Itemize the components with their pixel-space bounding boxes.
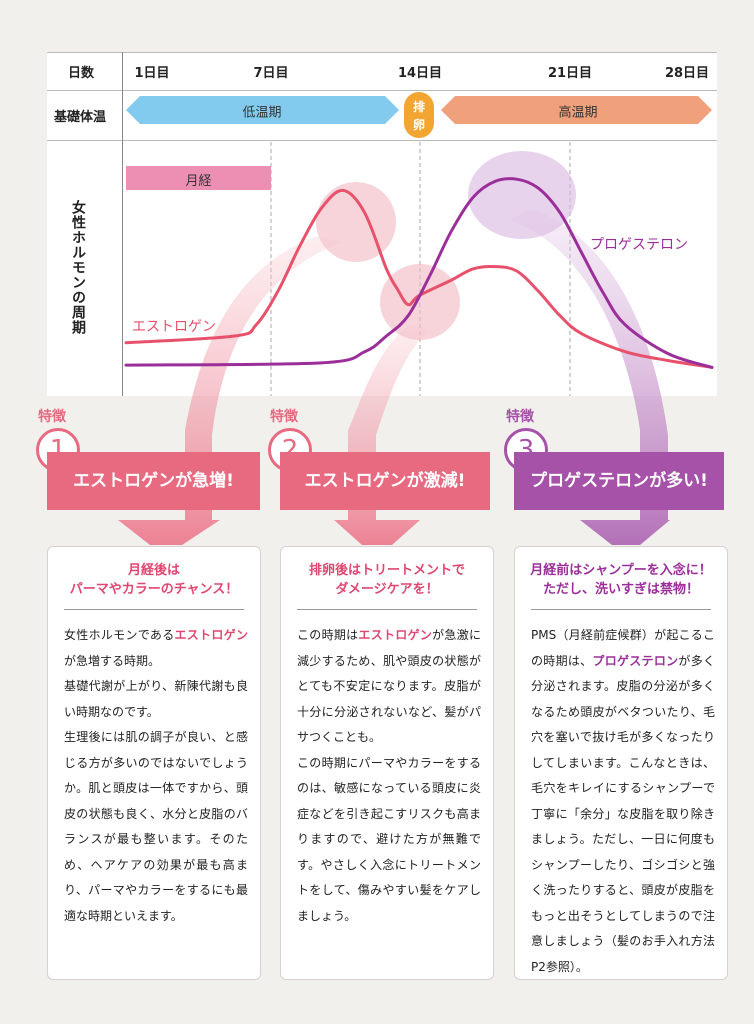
day-label: 28日目 — [664, 66, 710, 81]
table-row-divider — [47, 90, 717, 91]
high-temp-arrow — [441, 96, 712, 124]
feature-3-card-body: PMS（月経前症候群）が起こるこの時期は、プロゲステロンが多く分泌されます。皮脂… — [531, 623, 715, 980]
day-label: 1日目 — [134, 66, 170, 81]
ovulation-char: 排 — [412, 100, 425, 114]
table-row-divider — [47, 140, 717, 141]
feature-2-card-body: この時期はエストロゲンが急激に減少するため、肌や頭皮の状態がとても不安定になりま… — [297, 623, 481, 929]
card-paragraph: 女性ホルモンであるエストロゲンが急増する時期。 — [64, 623, 248, 674]
hormone-highlight: エストロゲン — [174, 628, 248, 642]
feature-3-tag: 特徴 — [506, 409, 534, 425]
progesterone-series-label: プロゲステロン — [590, 237, 688, 253]
card-divider — [64, 609, 244, 610]
feature-3-card: 月経前はシャンプーを入念に！ ただし、洗いすぎは禁物！ PMS（月経前症候群）が… — [514, 546, 728, 980]
ovulation-char: 卵 — [412, 118, 425, 132]
card-title-line: 排卵後はトリートメントで — [308, 563, 465, 578]
card-divider — [297, 609, 477, 610]
progesterone-curve — [124, 177, 714, 369]
card-title-line: パーマやカラーのチャンス！ — [69, 582, 239, 597]
feature-1-tag: 特徴 — [38, 409, 66, 425]
low-temp-arrow — [126, 96, 399, 124]
card-paragraph: 生理後には肌の調子が良い、と感じる方が多いのではないでしょうか。肌と頭皮は一体で… — [64, 730, 248, 923]
hormone-highlight: プロゲステロン — [592, 653, 679, 668]
feature-1-card-body: 女性ホルモンであるエストロゲンが急増する時期。 基礎代謝が上がり、新陳代謝も良い… — [64, 623, 248, 929]
feature-3-card-title: 月経前はシャンプーを入念に！ ただし、洗いすぎは禁物！ — [515, 561, 727, 599]
menses-label: 月経 — [185, 174, 212, 189]
feature-1-card-title: 月経後は パーマやカラーのチャンス！ — [48, 561, 260, 599]
card-text: が急増する時期。 — [64, 653, 161, 668]
card-text: PMS（月経前症候群）が起こるこの時期は、 — [531, 628, 715, 668]
feature-3-funnel-arrow — [510, 208, 670, 545]
card-title-line: 月経前はシャンプーを入念に！ — [530, 563, 712, 578]
card-paragraph: 基礎代謝が上がり、新陳代謝も良い時期なのです。 — [64, 679, 248, 719]
card-paragraph: この時期はエストロゲンが急激に減少するため、肌や頭皮の状態がとても不安定になりま… — [297, 623, 481, 751]
estrogen-series-label: エストロゲン — [132, 319, 216, 335]
card-text: この時期は — [297, 628, 359, 642]
feature-1-card: 月経後は パーマやカラーのチャンス！ 女性ホルモンであるエストロゲンが急増する時… — [47, 546, 261, 980]
estrogen-drop-highlight — [380, 264, 460, 340]
ovulation-badge: 排 卵 — [404, 92, 434, 138]
day-label: 14日目 — [397, 66, 443, 81]
menses-bar: 月経 — [126, 166, 271, 190]
card-paragraph: この時期にパーマやカラーをするのは、敏感になっている頭皮に炎症などを引き起こすリ… — [297, 755, 481, 923]
feature-2-funnel-arrow — [334, 325, 428, 545]
feature-1-headline: エストロゲンが急増! — [47, 452, 260, 510]
high-temp-label: 高温期 — [558, 105, 598, 121]
basal-temp-row-label: 基礎体温 — [54, 110, 107, 125]
estrogen-peak-highlight — [316, 182, 396, 262]
feature-3-headline: プロゲステロンが多い! — [514, 452, 724, 510]
card-text: 女性ホルモンである — [64, 628, 175, 642]
card-divider — [531, 609, 711, 610]
card-text: が多く分泌されます。皮脂の分泌が多くなるため頭皮がベタついたり、毛穴を塞いで抜け… — [531, 653, 715, 974]
table-column-divider — [122, 52, 123, 396]
feature-2-headline: エストロゲンが激減! — [280, 452, 490, 510]
feature-2-card-title: 排卵後はトリートメントで ダメージケアを！ — [281, 561, 493, 599]
low-temp-label: 低温期 — [242, 105, 282, 121]
day-label: 7日目 — [253, 66, 289, 81]
estrogen-curve — [124, 188, 714, 369]
feature-2-tag: 特徴 — [270, 409, 298, 425]
table-top-border — [47, 52, 717, 53]
day-label: 21日目 — [547, 66, 593, 81]
card-title-line: ダメージケアを！ — [335, 582, 439, 597]
card-title-line: 月経後は — [127, 563, 180, 578]
card-paragraph: PMS（月経前症候群）が起こるこの時期は、プロゲステロンが多く分泌されます。皮脂… — [531, 623, 715, 980]
card-title-line: ただし、洗いすぎは禁物！ — [542, 582, 699, 597]
hormone-cycle-label: 女性ホルモンの周期 — [70, 200, 86, 335]
feature-2-card: 排卵後はトリートメントで ダメージケアを！ この時期はエストロゲンが急激に減少す… — [280, 546, 494, 980]
card-text: が急激に減少するため、肌や頭皮の状態がとても不安定になります。皮脂が十分に分泌さ… — [297, 628, 481, 744]
days-row-label: 日数 — [68, 66, 95, 81]
hormone-highlight: エストロゲン — [358, 628, 433, 642]
